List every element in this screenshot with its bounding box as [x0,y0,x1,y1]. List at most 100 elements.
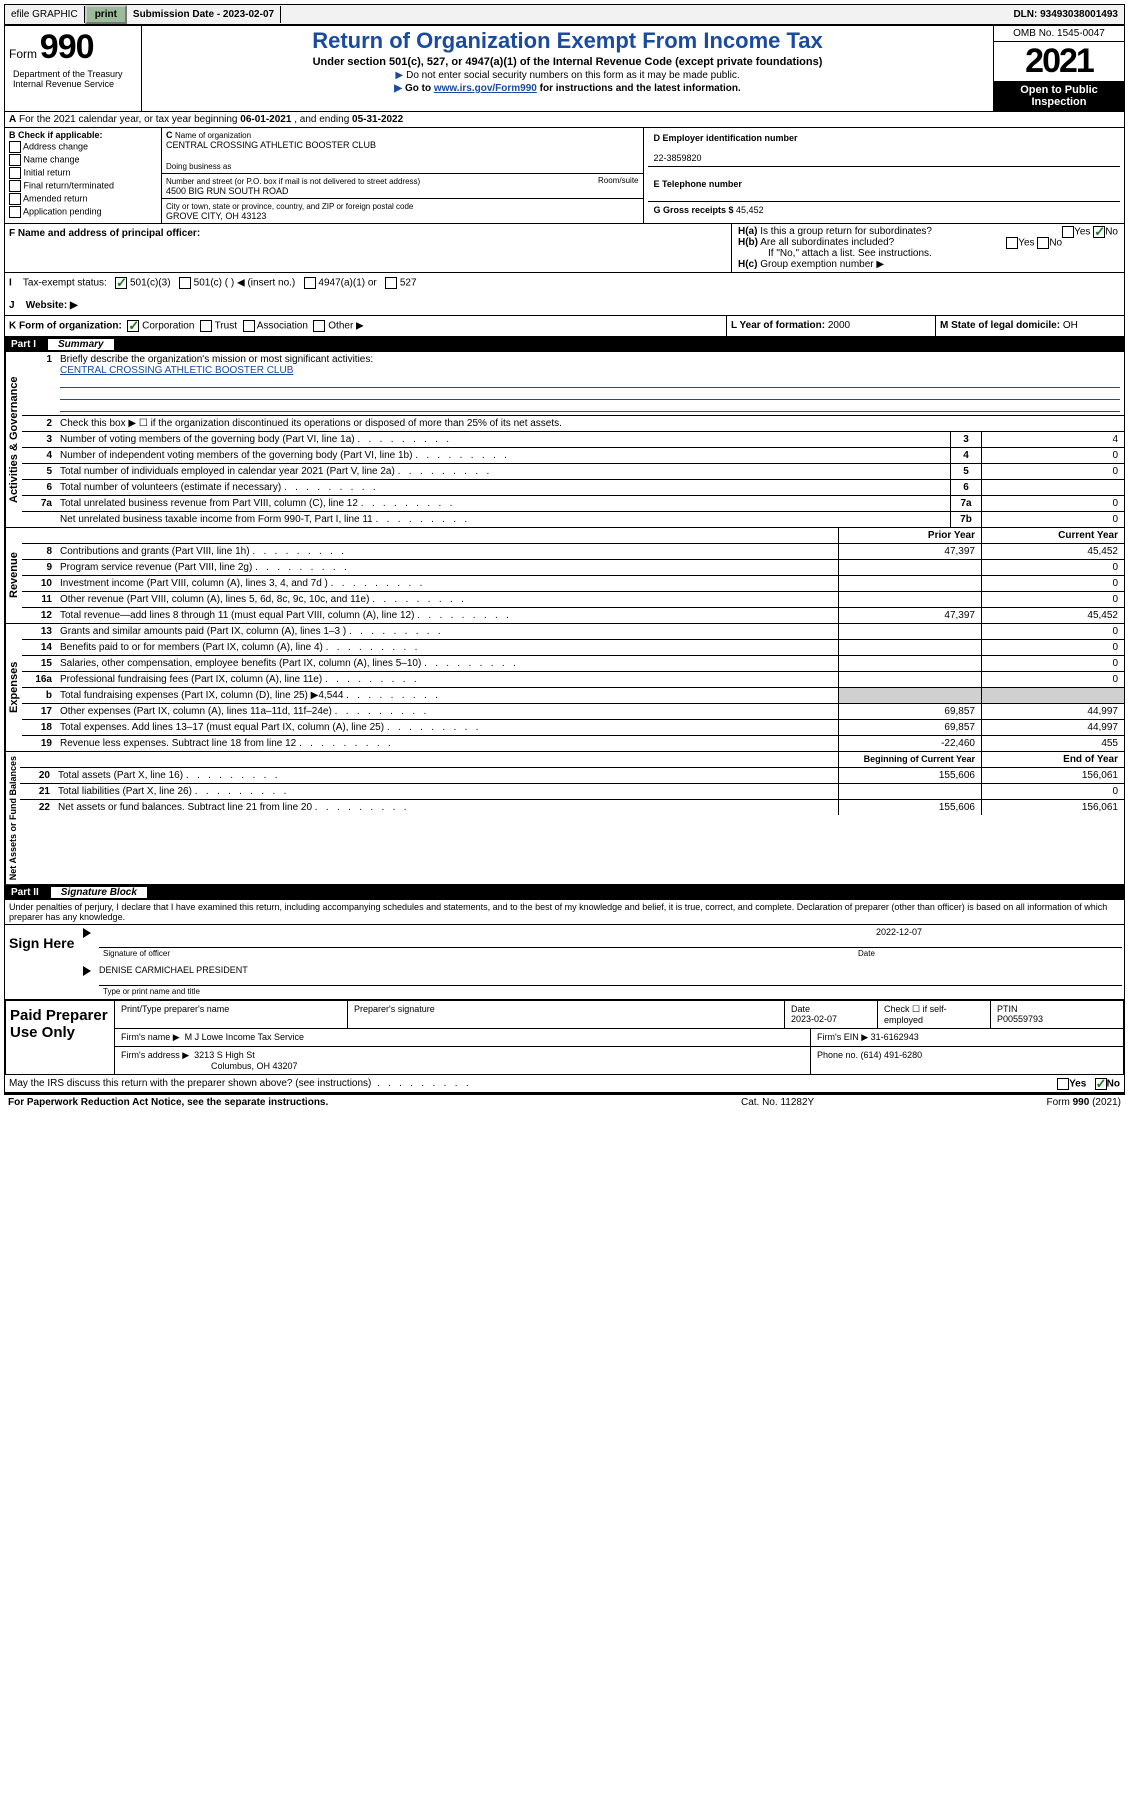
firm-name: M J Lowe Income Tax Service [185,1032,304,1042]
summary-row: 8 Contributions and grants (Part VIII, l… [22,544,1124,560]
preparer-date: 2023-02-07 [791,1014,837,1024]
col-f: F Name and address of principal officer: [5,224,732,272]
discuss-yes[interactable] [1057,1078,1069,1090]
chk-527[interactable] [385,277,397,289]
summary-row: 22 Net assets or fund balances. Subtract… [20,800,1124,815]
website-label: Website: ▶ [26,300,78,311]
summary-row: 7a Total unrelated business revenue from… [22,496,1124,512]
preparer-sig-hdr: Preparer's signature [348,1001,785,1028]
cat-no: Cat. No. 11282Y [741,1097,941,1108]
arrow-icon [83,928,91,938]
col-cd: C Name of organization CENTRAL CROSSING … [162,128,1124,223]
chk-trust[interactable] [200,320,212,332]
dba-label: Doing business as [166,162,639,171]
subdate-lbl: Submission Date - [133,9,223,20]
chk-corporation[interactable] [127,320,139,332]
chk-amended[interactable]: Amended return [9,193,157,205]
hdr-end: End of Year [981,752,1124,767]
chk-name-change[interactable]: Name change [9,154,157,166]
summary-row: 13 Grants and similar amounts paid (Part… [22,624,1124,640]
title-cell: Return of Organization Exempt From Incom… [142,26,993,111]
paperwork-notice: For Paperwork Reduction Act Notice, see … [8,1097,741,1108]
telephone-block: E Telephone number [648,176,1121,192]
row-ij: I Tax-exempt status: 501(c)(3) 501(c) ( … [5,273,1124,316]
org-address: 4500 BIG RUN SOUTH ROAD [166,186,289,196]
form-subtitle: Under section 501(c), 527, or 4947(a)(1)… [148,56,987,68]
section-bcde: B Check if applicable: Address change Na… [5,128,1124,224]
discuss-row: May the IRS discuss this return with the… [5,1075,1124,1094]
col-l: L Year of formation: 2000 [727,316,936,336]
subdate-val: 2023-02-07 [223,9,274,20]
col-b: B Check if applicable: Address change Na… [5,128,162,223]
ein-value: 22-3859820 [654,153,702,163]
chk-final-return[interactable]: Final return/terminated [9,180,157,192]
officer-name: DENISE CARMICHAEL PRESIDENT [99,965,1122,975]
chk-501c3[interactable] [115,277,127,289]
note-ssn: Do not enter social security numbers on … [148,70,987,81]
ein-block: D Employer identification number 22-3859… [648,130,1121,167]
chk-other[interactable] [313,320,325,332]
summary-row: Net unrelated business taxable income fr… [22,512,1124,527]
vlabel-netassets: Net Assets or Fund Balances [5,752,20,884]
chk-501c[interactable] [179,277,191,289]
open-public-badge: Open to Public Inspection [994,81,1124,111]
chk-4947[interactable] [304,277,316,289]
chk-association[interactable] [243,320,255,332]
chk-app-pending[interactable]: Application pending [9,206,157,218]
sig-date: 2022-12-07 [99,927,1122,937]
summary-row: 3 Number of voting members of the govern… [22,432,1124,448]
vlabel-revenue: Revenue [5,528,22,623]
type-name-label: Type or print name and title [99,986,204,997]
hdr-begin: Beginning of Current Year [838,752,981,767]
summary-row: b Total fundraising expenses (Part IX, c… [22,688,1124,704]
top-bar: efile GRAPHIC print Submission Date - 20… [4,4,1125,25]
discuss-no[interactable] [1095,1078,1107,1090]
irs-link[interactable]: www.irs.gov/Form990 [434,83,537,94]
sig-date-label: Date [854,948,1122,959]
firm-ein: 31-6162943 [871,1032,919,1042]
self-employed-chk[interactable]: Check ☐ if self-employed [878,1001,991,1028]
col-h: H(a) Is this a group return for subordin… [732,224,1124,272]
paid-preparer-block: Paid Preparer Use Only Print/Type prepar… [5,1000,1124,1075]
block-netassets: Net Assets or Fund Balances Beginning of… [5,752,1124,885]
summary-row: 21 Total liabilities (Part X, line 26) 0 [20,784,1124,800]
q2-text: Check this box ▶ ☐ if the organization d… [56,416,1124,431]
summary-row: 19 Revenue less expenses. Subtract line … [22,736,1124,751]
paid-preparer-label: Paid Preparer Use Only [6,1001,115,1074]
block-revenue: Revenue Prior Year Current Year 8 Contri… [5,528,1124,624]
summary-row: 14 Benefits paid to or for members (Part… [22,640,1124,656]
summary-row: 15 Salaries, other compensation, employe… [22,656,1124,672]
hdr-prior: Prior Year [838,528,981,543]
sign-here-label: Sign Here [5,925,81,999]
sig-officer-label: Signature of officer [99,948,854,959]
chk-initial-return[interactable]: Initial return [9,167,157,179]
declaration-text: Under penalties of perjury, I declare th… [5,900,1124,925]
summary-row: 5 Total number of individuals employed i… [22,464,1124,480]
footer: For Paperwork Reduction Act Notice, see … [4,1095,1125,1110]
firm-addr1: 3213 S High St [194,1050,255,1060]
col-k: K Form of organization: Corporation Trus… [5,316,727,336]
block-governance: Activities & Governance 1 Briefly descri… [5,352,1124,528]
summary-row: 4 Number of independent voting members o… [22,448,1124,464]
firm-phone: (614) 491-6280 [861,1050,923,1060]
org-city: GROVE CITY, OH 43123 [166,211,266,221]
header-row: Form 990 Department of the Treasury Inte… [5,26,1124,112]
arrow-icon [83,966,91,976]
vlabel-expenses: Expenses [5,624,22,751]
summary-row: 10 Investment income (Part VIII, column … [22,576,1124,592]
form-word: Form [9,47,37,61]
row-klm: K Form of organization: Corporation Trus… [5,316,1124,337]
form-number-cell: Form 990 Department of the Treasury Inte… [5,26,142,111]
mission-text: CENTRAL CROSSING ATHLETIC BOOSTER CLUB [60,365,293,376]
summary-row: 18 Total expenses. Add lines 13–17 (must… [22,720,1124,736]
summary-row: 9 Program service revenue (Part VIII, li… [22,560,1124,576]
tax-exempt-row: I Tax-exempt status: 501(c)(3) 501(c) ( … [5,273,1124,315]
summary-row: 12 Total revenue—add lines 8 through 11 … [22,608,1124,623]
form-container: Form 990 Department of the Treasury Inte… [4,25,1125,1095]
part1-header: Part I Summary [5,337,1124,352]
print-button[interactable]: print [85,5,127,24]
dln: DLN: 93493038001493 [1007,6,1124,23]
right-cell: OMB No. 1545-0047 2021 Open to Public In… [993,26,1124,111]
chk-address-change[interactable]: Address change [9,141,157,153]
firm-addr2: Columbus, OH 43207 [121,1061,298,1071]
